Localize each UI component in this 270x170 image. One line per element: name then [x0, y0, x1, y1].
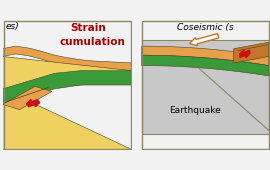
Text: Strain: Strain — [71, 23, 106, 33]
FancyArrow shape — [190, 33, 219, 46]
Polygon shape — [3, 46, 132, 71]
Text: cumulation: cumulation — [60, 37, 126, 47]
Polygon shape — [234, 42, 269, 63]
Polygon shape — [142, 55, 269, 76]
Text: Coseismic (s: Coseismic (s — [177, 23, 234, 32]
Polygon shape — [3, 86, 52, 110]
Text: es): es) — [5, 22, 19, 31]
Polygon shape — [142, 46, 269, 66]
Text: Earthquake: Earthquake — [169, 106, 221, 115]
Bar — [142, 40, 269, 134]
Polygon shape — [3, 71, 132, 104]
Polygon shape — [3, 56, 132, 150]
